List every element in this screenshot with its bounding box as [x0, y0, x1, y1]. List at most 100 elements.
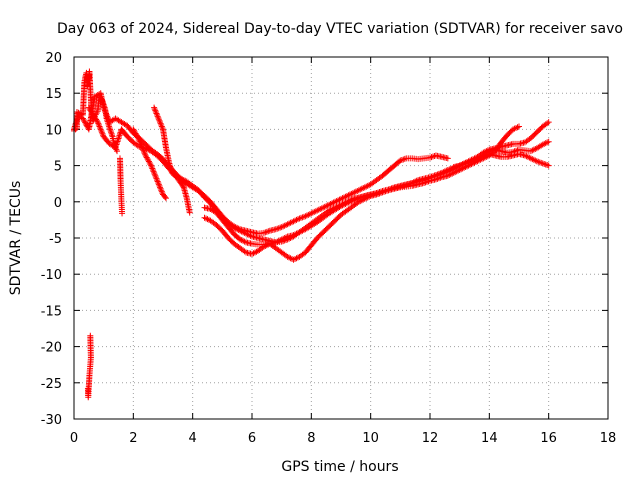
- data-point: [262, 242, 269, 249]
- data-point: [286, 220, 293, 227]
- data-point: [544, 120, 551, 127]
- data-point: [131, 127, 138, 134]
- data-point: [389, 185, 396, 192]
- data-point: [179, 183, 186, 190]
- data-point: [143, 154, 150, 161]
- data-point: [247, 232, 254, 239]
- x-tick-label: 18: [600, 431, 617, 446]
- data-point: [354, 187, 361, 194]
- data-point: [446, 166, 453, 173]
- data-point: [80, 116, 87, 123]
- y-tick-label: -15: [41, 304, 62, 319]
- data-point: [152, 174, 159, 181]
- data-point: [293, 255, 300, 262]
- data-point: [157, 185, 164, 192]
- data-point: [358, 185, 365, 192]
- data-point: [275, 225, 282, 232]
- data-point: [203, 215, 210, 222]
- data-point: [158, 123, 165, 130]
- data-point: [281, 235, 288, 241]
- data-point: [287, 219, 294, 226]
- data-point: [340, 201, 347, 208]
- data-point: [335, 197, 342, 204]
- data-point: [388, 186, 395, 193]
- data-point: [154, 111, 161, 118]
- data-point: [156, 182, 163, 189]
- data-point: [145, 157, 152, 164]
- data-point: [272, 239, 279, 246]
- data-point: [138, 141, 145, 148]
- data-point: [400, 156, 407, 163]
- data-point: [158, 122, 165, 129]
- data-point: [112, 145, 119, 152]
- data-point: [329, 200, 336, 207]
- data-point: [161, 193, 168, 200]
- data-point: [260, 229, 267, 236]
- data-point: [162, 195, 169, 202]
- data-point: [511, 148, 518, 155]
- data-point: [293, 216, 300, 223]
- data-point: [272, 226, 279, 233]
- data-point: [284, 253, 291, 260]
- data-point: [456, 162, 463, 169]
- data-point: [296, 215, 303, 222]
- x-tick-label: 12: [422, 431, 439, 446]
- data-point: [309, 209, 316, 216]
- series-track-b: [85, 104, 522, 246]
- data-point: [468, 156, 475, 163]
- data-point: [318, 205, 325, 212]
- data-point: [280, 235, 287, 242]
- y-tick-label: -30: [41, 413, 62, 428]
- y-tick-label: 5: [54, 160, 62, 175]
- data-point: [529, 147, 536, 154]
- data-point: [332, 198, 339, 205]
- data-point: [397, 157, 404, 164]
- data-point: [373, 191, 380, 198]
- x-tick-label: 14: [481, 431, 498, 446]
- data-point: [541, 140, 548, 147]
- data-point: [155, 181, 162, 188]
- data-point: [241, 238, 248, 245]
- data-point: [180, 177, 187, 184]
- data-point: [81, 118, 88, 125]
- data-point: [352, 188, 359, 195]
- data-point: [342, 200, 349, 207]
- plot-frame: [73, 56, 609, 420]
- data-point: [119, 210, 126, 217]
- data-point: [131, 129, 138, 136]
- data-point: [297, 228, 304, 235]
- data-point: [351, 189, 358, 196]
- data-point: [348, 190, 355, 197]
- data-point: [366, 193, 373, 200]
- data-point: [409, 179, 416, 186]
- data-point: [427, 174, 433, 181]
- data-point: [294, 216, 301, 223]
- data-point: [429, 173, 436, 180]
- data-point: [281, 222, 288, 229]
- data-point: [315, 206, 322, 213]
- data-point: [305, 211, 312, 218]
- data-point: [303, 212, 310, 219]
- data-point: [444, 155, 451, 162]
- data-point: [432, 172, 439, 179]
- data-point: [156, 117, 163, 124]
- data-point: [358, 197, 365, 204]
- data-point: [544, 162, 551, 169]
- series-track-c: [130, 126, 169, 202]
- data-point: [403, 182, 410, 189]
- data-point: [333, 198, 340, 205]
- data-point: [250, 250, 257, 257]
- data-point: [96, 123, 103, 130]
- data-point: [274, 238, 281, 245]
- data-point: [532, 157, 539, 164]
- data-point: [292, 231, 299, 238]
- data-point: [243, 230, 250, 237]
- data-point: [413, 177, 420, 184]
- data-point: [524, 153, 531, 160]
- data-point: [412, 178, 419, 185]
- data-point: [296, 229, 303, 236]
- data-point: [289, 219, 296, 226]
- data-point: [98, 95, 105, 102]
- data-points: [71, 68, 552, 401]
- data-point: [317, 206, 324, 213]
